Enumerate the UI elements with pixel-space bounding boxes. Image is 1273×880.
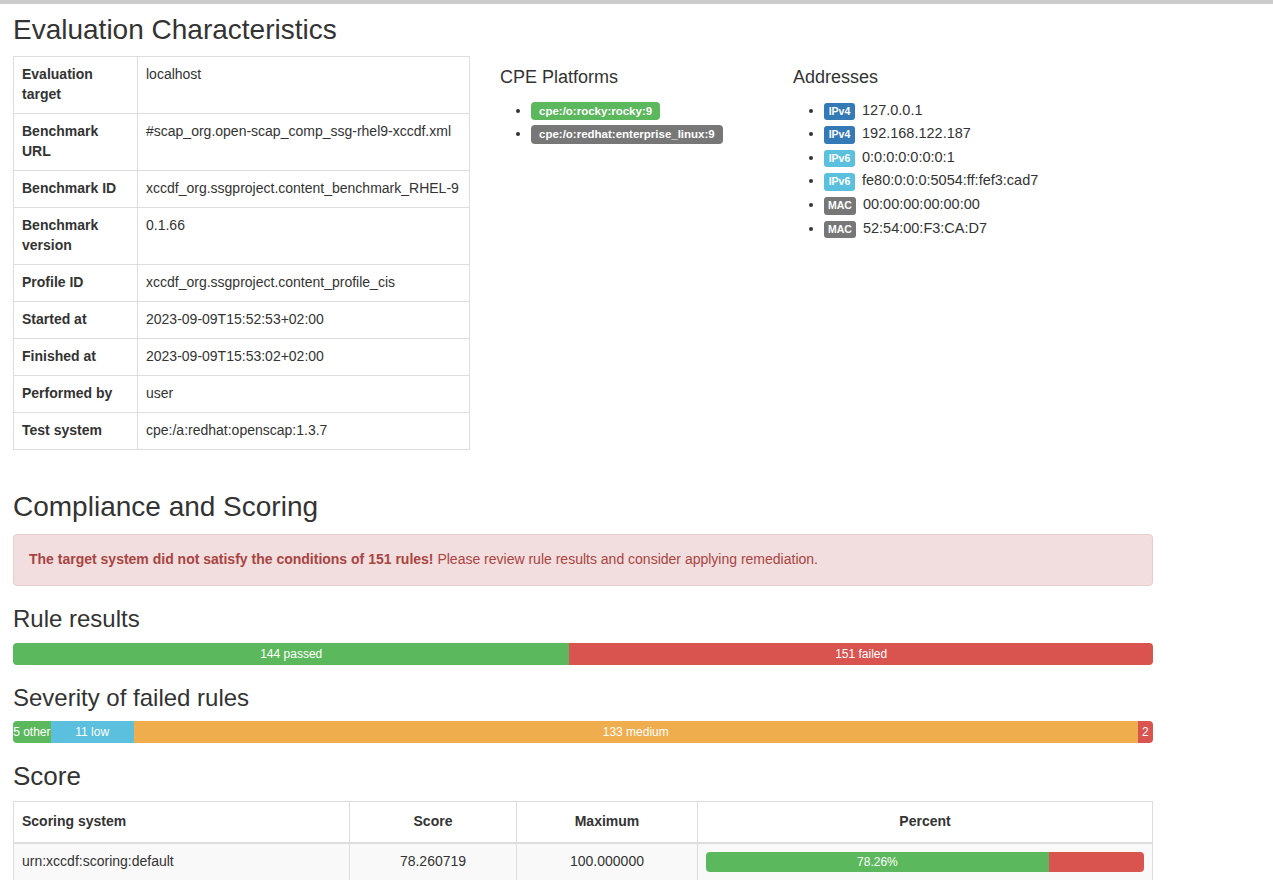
eval-row-label: Benchmark version xyxy=(14,207,138,264)
evaluation-characteristics-title: Evaluation Characteristics xyxy=(13,15,1153,46)
eval-row-label: Benchmark ID xyxy=(14,170,138,207)
table-row: Profile ID xccdf_org.ssgproject.content_… xyxy=(14,264,470,301)
address-type-badge: IPv4 xyxy=(824,126,855,144)
address-value: 127.0.0.1 xyxy=(862,102,922,118)
evaluation-characteristics-table: Evaluation target localhost Benchmark UR… xyxy=(13,56,470,450)
table-row: Benchmark version 0.1.66 xyxy=(14,207,470,264)
score-header-system: Scoring system xyxy=(14,801,350,842)
severity-other-segment: 5 other xyxy=(13,721,51,743)
severity-title: Severity of failed rules xyxy=(13,685,1153,711)
cpe-platform-badge: cpe:/o:rocky:rocky:9 xyxy=(531,102,660,121)
eval-row-label: Profile ID xyxy=(14,264,138,301)
top-divider xyxy=(0,0,1273,4)
eval-row-value: 0.1.66 xyxy=(138,207,470,264)
addresses-title: Addresses xyxy=(793,67,1153,88)
score-percent-filled: 78.26% xyxy=(706,852,1049,872)
cpe-platforms-list: cpe:/o:rocky:rocky:9 cpe:/o:redhat:enter… xyxy=(500,100,793,144)
failed-segment: 151 failed xyxy=(569,643,1153,665)
rule-results-title: Rule results xyxy=(13,606,1153,632)
eval-row-value: #scap_org.open-scap_comp_ssg-rhel9-xccdf… xyxy=(138,113,470,170)
list-item: IPv6 0:0:0:0:0:0:0:1 xyxy=(824,147,1153,168)
cpe-platforms-section: CPE Platforms cpe:/o:rocky:rocky:9 cpe:/… xyxy=(500,56,793,147)
eval-row-value: xccdf_org.ssgproject.content_profile_cis xyxy=(138,264,470,301)
list-item: cpe:/o:rocky:rocky:9 xyxy=(531,100,793,121)
address-type-badge: IPv6 xyxy=(824,150,855,168)
characteristics-row: Evaluation target localhost Benchmark UR… xyxy=(13,56,1153,450)
table-row: Started at 2023-09-09T15:52:53+02:00 xyxy=(14,301,470,338)
alert-text: Please review rule results and consider … xyxy=(434,551,818,567)
severity-medium-segment: 133 medium xyxy=(134,721,1138,743)
address-type-badge: IPv4 xyxy=(824,103,855,121)
score-header-percent: Percent xyxy=(698,801,1153,842)
addresses-section: Addresses IPv4 127.0.0.1 IPv4 192.168.122.… xyxy=(793,56,1153,241)
address-value: 52:54:00:F3:CA:D7 xyxy=(863,220,987,236)
eval-row-label: Performed by xyxy=(14,375,138,412)
cpe-platforms-title: CPE Platforms xyxy=(500,67,793,88)
score-percent-remainder xyxy=(1049,852,1144,872)
address-type-badge: MAC xyxy=(824,197,856,215)
list-item: MAC 52:54:00:F3:CA:D7 xyxy=(824,218,1153,239)
address-type-badge: MAC xyxy=(824,221,856,239)
address-type-badge: IPv6 xyxy=(824,173,855,191)
eval-row-value: localhost xyxy=(138,56,470,113)
eval-row-value: user xyxy=(138,375,470,412)
address-value: 192.168.122.187 xyxy=(862,125,971,141)
severity-high-segment: 2 xyxy=(1138,721,1153,743)
address-value: 0:0:0:0:0:0:0:1 xyxy=(862,149,955,165)
list-item: IPv4 127.0.0.1 xyxy=(824,100,1153,121)
eval-row-value: cpe:/a:redhat:openscap:1.3.7 xyxy=(138,412,470,449)
severity-low-segment: 11 low xyxy=(51,721,134,743)
score-value-cell: 78.260719 xyxy=(350,843,517,880)
eval-row-label: Evaluation target xyxy=(14,56,138,113)
list-item: IPv6 fe80:0:0:0:5054:ff:fef3:cad7 xyxy=(824,170,1153,191)
list-item: cpe:/o:redhat:enterprise_linux:9 xyxy=(531,123,793,144)
list-item: MAC 00:00:00:00:00:00 xyxy=(824,194,1153,215)
passed-segment: 144 passed xyxy=(13,643,569,665)
report-page: Evaluation Characteristics Evaluation ta… xyxy=(0,15,1153,880)
score-header-score: Score xyxy=(350,801,517,842)
eval-row-label: Finished at xyxy=(14,338,138,375)
table-row: Performed by user xyxy=(14,375,470,412)
address-value: 00:00:00:00:00:00 xyxy=(863,196,980,212)
cpe-platform-badge: cpe:/o:redhat:enterprise_linux:9 xyxy=(531,125,723,144)
address-value: fe80:0:0:0:5054:ff:fef3:cad7 xyxy=(862,172,1038,188)
table-row: Benchmark URL #scap_org.open-scap_comp_s… xyxy=(14,113,470,170)
table-header-row: Scoring system Score Maximum Percent xyxy=(14,801,1153,842)
alert-bold-text: The target system did not satisfy the co… xyxy=(29,551,434,567)
score-title: Score xyxy=(13,762,1153,791)
severity-bar: 5 other 11 low 133 medium 2 xyxy=(13,721,1153,743)
table-row: Finished at 2023-09-09T15:53:02+02:00 xyxy=(14,338,470,375)
table-row: Test system cpe:/a:redhat:openscap:1.3.7 xyxy=(14,412,470,449)
score-percent-cell: 78.26% xyxy=(698,843,1153,880)
list-item: IPv4 192.168.122.187 xyxy=(824,123,1153,144)
eval-row-label: Test system xyxy=(14,412,138,449)
score-system-cell: urn:xccdf:scoring:default xyxy=(14,843,350,880)
compliance-scoring-title: Compliance and Scoring xyxy=(13,492,1153,523)
table-row: Evaluation target localhost xyxy=(14,56,470,113)
table-row: Benchmark ID xccdf_org.ssgproject.conten… xyxy=(14,170,470,207)
compliance-alert: The target system did not satisfy the co… xyxy=(13,534,1153,586)
table-row: urn:xccdf:scoring:default 78.260719 100.… xyxy=(14,843,1153,880)
score-percent-bar: 78.26% xyxy=(706,852,1144,872)
score-table: Scoring system Score Maximum Percent urn… xyxy=(13,801,1153,880)
eval-row-value: 2023-09-09T15:53:02+02:00 xyxy=(138,338,470,375)
score-header-maximum: Maximum xyxy=(517,801,698,842)
addresses-list: IPv4 127.0.0.1 IPv4 192.168.122.187 IPv6 0:… xyxy=(793,100,1153,238)
rule-results-bar: 144 passed 151 failed xyxy=(13,643,1153,665)
eval-row-value: xccdf_org.ssgproject.content_benchmark_R… xyxy=(138,170,470,207)
score-maximum-cell: 100.000000 xyxy=(517,843,698,880)
eval-row-value: 2023-09-09T15:52:53+02:00 xyxy=(138,301,470,338)
eval-row-label: Started at xyxy=(14,301,138,338)
eval-row-label: Benchmark URL xyxy=(14,113,138,170)
